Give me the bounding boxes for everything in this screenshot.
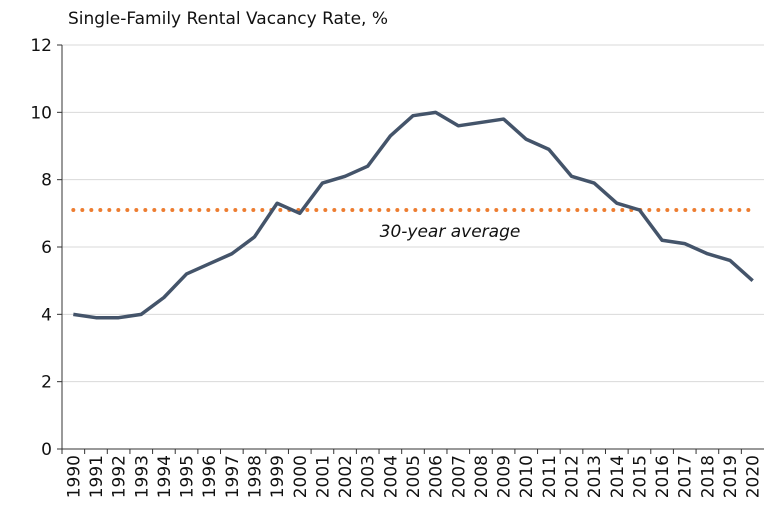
- y-tick-label: 2: [41, 373, 52, 393]
- x-tick-label: 2018: [698, 455, 718, 498]
- x-tick-label: 2008: [472, 455, 492, 498]
- x-tick-label: 1992: [110, 455, 130, 498]
- x-tick-label: 2019: [721, 455, 741, 498]
- y-tick-label: 4: [41, 305, 52, 325]
- y-tick-label: 10: [30, 103, 52, 123]
- y-tick-label: 8: [41, 171, 52, 191]
- y-tick-label: 6: [41, 238, 52, 258]
- x-tick-label: 1990: [64, 455, 84, 498]
- x-tick-label: 2007: [449, 455, 469, 498]
- x-tick-label: 1997: [223, 455, 243, 498]
- x-tick-label: 2004: [381, 455, 401, 498]
- x-tick-label: 1995: [178, 455, 198, 498]
- x-tick-label: 2001: [313, 455, 333, 498]
- x-tick-label: 2002: [336, 455, 356, 498]
- x-tick-label: 2006: [427, 455, 447, 498]
- average-label: 30-year average: [380, 222, 521, 242]
- x-tick-label: 2009: [495, 455, 515, 498]
- data-line: [73, 110, 754, 320]
- y-tick-label: 0: [41, 440, 52, 460]
- x-tick-label: 2016: [653, 455, 673, 498]
- x-tick-label: 1996: [200, 455, 220, 498]
- y-tick-label: 12: [30, 36, 52, 56]
- x-tick-label: 2013: [585, 455, 605, 498]
- x-tick-label: 1994: [155, 455, 175, 498]
- x-tick-label: 2017: [676, 455, 696, 498]
- x-tick-label: 2020: [744, 455, 764, 498]
- x-tick-label: 1998: [245, 455, 265, 498]
- x-tick-label: 1991: [87, 455, 107, 498]
- x-tick-label: 2014: [608, 455, 628, 498]
- x-tick-label: 2015: [630, 455, 650, 498]
- x-tick-label: 1999: [268, 455, 288, 498]
- chart-title: Single-Family Rental Vacancy Rate, %: [68, 9, 388, 29]
- x-tick-label: 2003: [359, 455, 379, 498]
- x-tick-label: 2010: [517, 455, 537, 498]
- x-tick-label: 1993: [132, 455, 152, 498]
- x-tick-label: 2011: [540, 455, 560, 498]
- x-tick-label: 2005: [404, 455, 424, 498]
- x-tick-label: 2012: [563, 455, 583, 498]
- x-tick-label: 2000: [291, 455, 311, 498]
